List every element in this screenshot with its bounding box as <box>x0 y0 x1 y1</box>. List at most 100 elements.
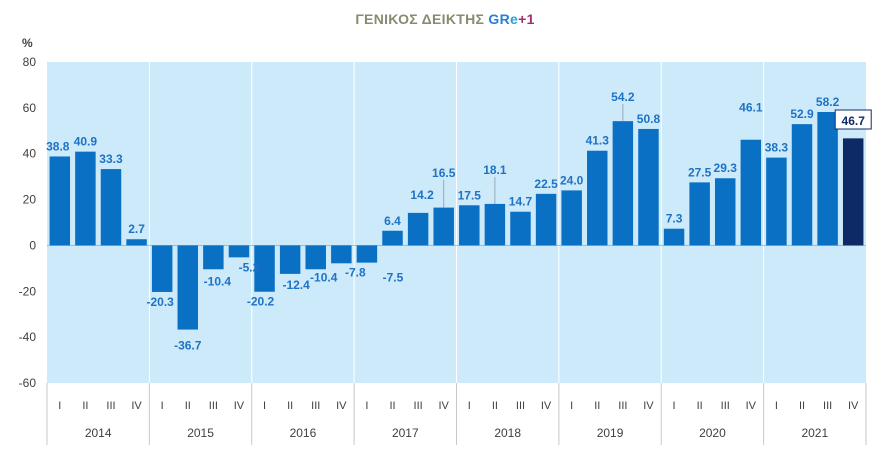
bar <box>151 245 173 292</box>
bar <box>612 121 634 246</box>
bars <box>49 111 864 330</box>
data-label: -12.4 <box>282 278 310 292</box>
quarter-label: II <box>492 400 498 412</box>
bar <box>228 245 250 258</box>
bar <box>331 245 352 264</box>
data-label: 2.7 <box>128 222 145 236</box>
data-label: 38.3 <box>765 141 789 155</box>
quarter-label: IV <box>439 400 450 412</box>
data-label: 38.8 <box>46 139 70 153</box>
year-label: 2015 <box>187 426 214 440</box>
quarter-label: II <box>185 400 191 412</box>
title-gr: GR <box>488 11 510 27</box>
quarter-label: I <box>775 400 778 412</box>
data-label: -20.2 <box>247 295 275 309</box>
data-label-highlight: 46.7 <box>842 114 866 128</box>
data-label: 14.7 <box>509 195 533 209</box>
quarter-label: IV <box>746 400 757 412</box>
quarter-label: III <box>311 400 320 412</box>
data-label: 27.5 <box>688 165 712 179</box>
quarter-label: I <box>570 400 573 412</box>
bar <box>842 138 864 246</box>
bar <box>689 182 710 246</box>
data-label: -7.5 <box>383 271 404 285</box>
year-label: 2016 <box>290 426 317 440</box>
bar <box>407 212 429 246</box>
bar <box>484 203 506 246</box>
y-tick-label: 40 <box>23 147 37 161</box>
bar <box>587 150 608 246</box>
bar <box>203 245 224 270</box>
quarter-label: I <box>58 400 61 412</box>
y-tick-label: -60 <box>19 376 37 390</box>
data-label: 6.4 <box>384 214 401 228</box>
quarter-label: IV <box>541 400 552 412</box>
data-label: -10.4 <box>310 270 338 284</box>
quarter-label: II <box>287 400 293 412</box>
title-e: e <box>510 11 519 27</box>
y-tick-label: -20 <box>19 284 37 298</box>
y-tick-label: 20 <box>23 193 37 207</box>
bar <box>561 190 582 246</box>
bar <box>638 128 659 246</box>
bar <box>459 205 480 246</box>
label-leader-lines <box>443 104 624 208</box>
bar <box>75 151 96 246</box>
data-label: 29.3 <box>714 161 738 175</box>
quarter-label: IV <box>234 400 245 412</box>
data-label: 14.2 <box>410 188 434 202</box>
data-label: 16.5 <box>432 166 456 180</box>
y-tick-label: -40 <box>19 330 37 344</box>
quarter-label: II <box>389 400 395 412</box>
bar <box>356 245 378 263</box>
quarter-label: I <box>263 400 266 412</box>
data-label: -7.8 <box>345 265 366 279</box>
title-main: ΓΕΝΙΚΟΣ ΔΕΙΚΤΗΣ <box>355 11 489 27</box>
bar <box>740 139 762 246</box>
year-label: 2019 <box>597 426 624 440</box>
data-label: 52.9 <box>790 107 814 121</box>
quarter-label: I <box>673 400 676 412</box>
quarter-label: III <box>516 400 525 412</box>
title-plus: +1 <box>518 11 535 27</box>
data-label: 7.3 <box>666 212 683 226</box>
year-label: 2020 <box>699 426 726 440</box>
bar <box>433 207 454 246</box>
data-label: 24.0 <box>560 173 584 187</box>
data-label: 46.1 <box>739 101 763 115</box>
quarter-label: II <box>799 400 805 412</box>
highlight-label-box <box>834 109 872 130</box>
data-label: -10.4 <box>204 274 232 288</box>
bar <box>177 245 199 330</box>
y-tick-label: 0 <box>29 238 36 252</box>
year-label: 2014 <box>85 426 112 440</box>
data-label: -36.7 <box>174 339 202 353</box>
y-axis-unit-label: % <box>22 36 33 50</box>
quarter-label: III <box>823 400 832 412</box>
quarter-label: I <box>468 400 471 412</box>
year-label: 2017 <box>392 426 419 440</box>
y-axis-ticks: -60 -40 -20 0 20 40 60 80 <box>19 55 37 390</box>
bar <box>100 169 122 246</box>
year-label: 2021 <box>801 426 828 440</box>
y-tick-label: 80 <box>23 55 37 69</box>
bar <box>49 156 71 246</box>
quarter-label: IV <box>131 400 142 412</box>
data-label: 50.8 <box>637 112 661 126</box>
quarter-label: I <box>161 400 164 412</box>
bar <box>817 111 838 246</box>
bar <box>382 230 403 246</box>
data-label: -20.3 <box>146 295 174 309</box>
y-tick-label: 60 <box>23 101 37 115</box>
bar <box>535 193 557 246</box>
quarter-label: III <box>618 400 627 412</box>
year-label: 2018 <box>494 426 521 440</box>
data-label: 33.3 <box>99 152 123 166</box>
quarter-label: IV <box>336 400 347 412</box>
data-label: 54.2 <box>611 90 635 104</box>
quarter-label: III <box>414 400 423 412</box>
quarter-label: II <box>697 400 703 412</box>
bar <box>663 228 685 246</box>
quarter-label: III <box>721 400 730 412</box>
